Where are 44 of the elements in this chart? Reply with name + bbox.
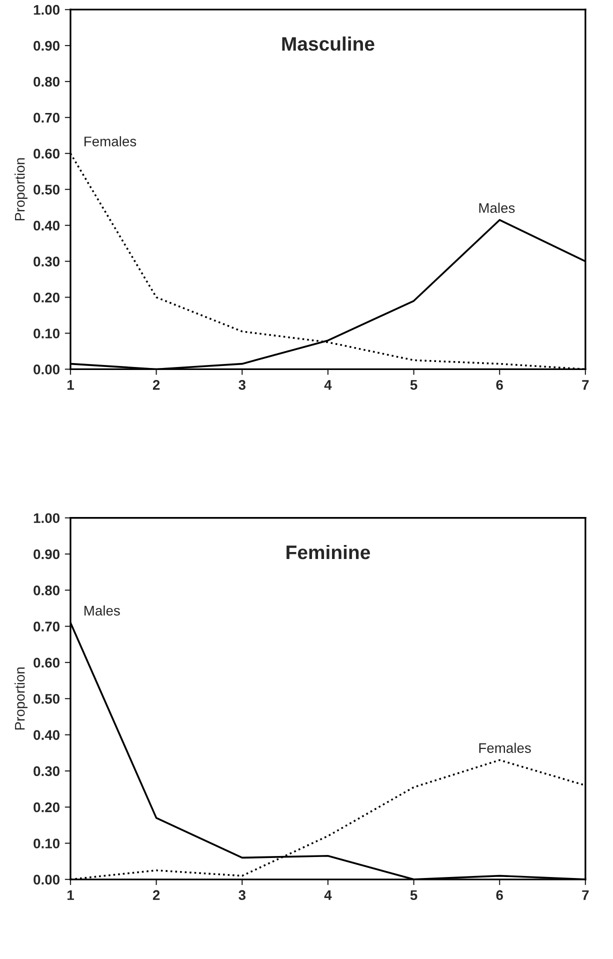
series-label: Males <box>84 605 120 616</box>
text: Feminine <box>286 544 370 560</box>
y-tick-label: 0.00 <box>34 874 60 885</box>
y-tick-label: 0.20 <box>34 802 60 812</box>
x-tick-label: 3 <box>238 380 246 390</box>
x-tick-label: 4 <box>324 380 332 390</box>
y-tick-label: 0.40 <box>34 220 60 231</box>
text: Masculine <box>282 36 374 51</box>
y-tick-label: 0.80 <box>34 76 60 87</box>
y-tick-label: 0.70 <box>34 622 60 632</box>
y-tick-label: 0.00 <box>34 364 60 374</box>
x-tick-label: 2 <box>152 380 160 390</box>
y-tick-label: 0.10 <box>34 328 60 338</box>
x-tick-label: 2 <box>152 890 160 900</box>
y-tick-label: 0.10 <box>34 838 60 848</box>
x-tick-label: 7 <box>582 890 589 900</box>
y-tick-label: 0.30 <box>34 256 60 267</box>
series-label: Females <box>479 742 531 753</box>
y-tick-label: 0.60 <box>34 658 60 668</box>
y-tick-label: 0.50 <box>34 694 60 704</box>
x-tick-label: 6 <box>496 380 503 390</box>
x-tick-label: 1 <box>68 890 74 900</box>
x-tick-label: 5 <box>410 380 418 390</box>
y-tick-label: 0.80 <box>34 586 60 596</box>
y-tick-label: 0.60 <box>34 148 60 159</box>
series-label: Males <box>479 202 515 213</box>
x-tick-label: 5 <box>410 890 418 900</box>
y-tick-label: 0.90 <box>34 549 60 560</box>
x-tick-label: 1 <box>68 380 74 390</box>
x-tick-label: 6 <box>496 890 503 900</box>
x-tick-label: 3 <box>238 890 246 900</box>
x-tick-label: 7 <box>582 380 589 390</box>
y-tick-label: 0.30 <box>34 766 60 776</box>
x-tick-label: 4 <box>324 890 332 900</box>
y-tick-label: 1.00 <box>34 4 60 15</box>
y-tick-label: 0.40 <box>34 730 60 740</box>
y-tick-label: 0.90 <box>34 40 60 51</box>
y-axis-title: Proportion <box>14 158 28 220</box>
y-tick-label: 0.70 <box>34 112 60 123</box>
y-tick-label: 0.50 <box>34 184 60 195</box>
y-tick-label: 0.20 <box>34 292 60 302</box>
y-tick-label: 1.00 <box>34 513 60 524</box>
y-axis-title: Proportion <box>14 667 28 730</box>
series-label: Females <box>84 136 136 146</box>
